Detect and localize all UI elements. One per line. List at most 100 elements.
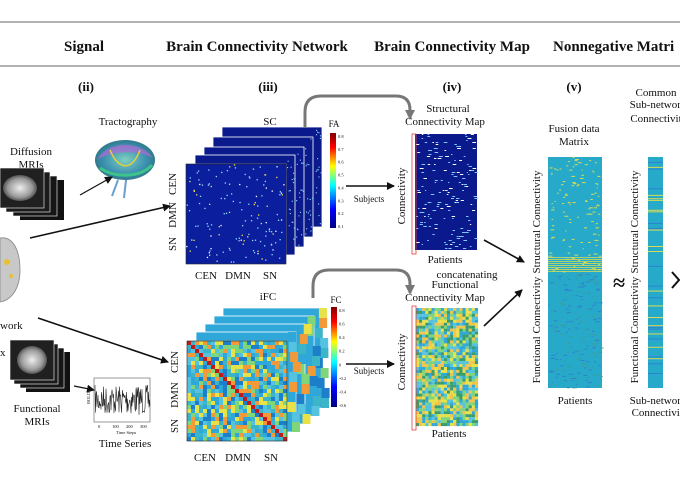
functional-connectivity-map <box>411 305 479 431</box>
structural-map-title-2: Connectivity Map <box>405 116 485 128</box>
sc_panel-colorbar-tick: 0.8 <box>338 134 344 139</box>
step-v: (v) <box>566 79 581 94</box>
arrow-functional-to-fc <box>37 317 169 364</box>
sc_panel-colorbar-tick: 0.4 <box>338 185 344 190</box>
fc_panel-colorbar-tick: -0.4 <box>339 389 347 394</box>
fc_panel-colorbar-tick: -0.6 <box>339 403 347 408</box>
structural-map-highlight <box>411 133 417 255</box>
common-y-label-functional: Functional Connectivity <box>629 276 641 383</box>
sc-col-label-sn: SN <box>263 270 277 282</box>
structural-connectivity-map <box>411 133 479 255</box>
functional-mri-stack <box>9 339 70 392</box>
fusion-y-label-structural: Structural Connectivity <box>531 170 543 273</box>
structural-map-y-label: Connectivity <box>396 167 408 224</box>
fc-matrix-stack <box>186 307 330 442</box>
fusion-data-matrix <box>548 157 604 389</box>
sc_panel-colorbar-tick: 0.1 <box>338 224 344 229</box>
arrow-functional-to-fusion <box>483 289 523 327</box>
ts-xlabel: Time Steps <box>116 430 136 435</box>
sc-colorbar <box>330 133 336 228</box>
functional-label-2: MRIs <box>24 416 49 428</box>
header-map: Brain Connectivity Map <box>374 39 530 55</box>
fc-row-label-dmn: DMN <box>169 382 181 408</box>
sc-row-label-sn: SN <box>167 237 179 251</box>
fc_panel-colorbar-tick: 0.6 <box>339 322 345 327</box>
functional-map-title-2: Connectivity Map <box>405 292 485 304</box>
ts-tick-200: 200 <box>126 424 134 429</box>
time-series-label: Time Series <box>99 438 151 450</box>
arrow-mri-to-tractography <box>79 176 113 196</box>
arrow-mri-to-timeseries <box>73 384 95 393</box>
structural-map-x-label: Patients <box>428 254 463 266</box>
header-network: Brain Connectivity Network <box>166 39 348 55</box>
arrow-to-next-fragment <box>671 271 680 289</box>
concatenating-label: concatenating <box>436 269 498 281</box>
common-bottom-label-2: Connectivity <box>632 407 680 419</box>
common-title-3: Connectivit <box>630 113 680 125</box>
sc_panel-colorbar-tick: 0.3 <box>338 198 344 203</box>
functional-label-1: Functional <box>13 403 60 415</box>
fc-row-label-cen: CEN <box>169 351 181 373</box>
common-y-label-structural: Structural Connectivity <box>629 170 641 273</box>
header-signal: Signal <box>64 39 104 55</box>
structural-map-title-1: Structural <box>426 103 469 115</box>
curve-arrow-sc-to-map <box>303 94 415 128</box>
sc-row-label-dmn: DMN <box>167 202 179 228</box>
fc-row-label-sn: SN <box>169 419 181 433</box>
sc-col-label-dmn: DMN <box>225 270 251 282</box>
arrow-diffusion-to-sc <box>29 203 171 239</box>
ts-tick-300: 300 <box>140 424 148 429</box>
sc-col-label-cen: CEN <box>195 270 217 282</box>
fc-col-label-sn: SN <box>264 452 278 464</box>
step-ii: (ii) <box>78 79 94 94</box>
common-subnetwork-matrix <box>648 157 663 388</box>
diffusion-label-1: Diffusion <box>10 146 52 158</box>
fc_panel-colorbar-tick: 0.8 <box>339 308 345 313</box>
ts-ylabel: BOLD <box>86 391 91 404</box>
fc-col-label-cen: CEN <box>194 452 216 464</box>
common-title-1: Common <box>636 87 677 99</box>
subjects-top-label: Subjects <box>354 194 385 204</box>
x-fragment-label: x <box>0 347 6 359</box>
step-iii: (iii) <box>258 79 278 94</box>
functional-map-title-1: Functional <box>431 279 478 291</box>
fusion-title-2: Matrix <box>559 136 589 148</box>
sc_panel-colorbar-tick: 0.5 <box>338 173 344 178</box>
fc-col-label-dmn: DMN <box>225 452 251 464</box>
fusion-title-1: Fusion data <box>548 123 599 135</box>
sc-title: SC <box>263 116 276 128</box>
fusion-y-label-functional: Functional Connectivity <box>531 276 543 383</box>
sc_panel-colorbar-tick: 0.2 <box>338 211 344 216</box>
fc-colorbar-label: FC <box>330 295 341 305</box>
fusion-x-label: Patients <box>558 395 593 407</box>
functional-map-x-label: Patients <box>432 428 467 440</box>
sc-matrix-stack <box>185 126 323 265</box>
ts-tick-0: 0 <box>98 424 101 429</box>
common-title-2: Sub-network <box>630 99 680 111</box>
anatomical-brain-fragment <box>0 237 21 303</box>
fc_panel-colorbar-tick: 0.4 <box>339 335 345 340</box>
fc-title: iFC <box>260 291 277 303</box>
tractography-image <box>95 140 155 199</box>
functional-map-y-label: Connectivity <box>396 333 408 390</box>
fc_panel-colorbar-tick: 0.2 <box>339 349 345 354</box>
fc-colorbar <box>331 307 337 407</box>
step-iv: (iv) <box>443 79 462 94</box>
sc-colorbar-label: FA <box>329 119 340 129</box>
time-series-plot: 0 100 200 300 Time Steps BOLD <box>86 377 151 435</box>
fc_panel-colorbar-tick: -0.2 <box>339 376 346 381</box>
sc_panel-colorbar-tick: 0.7 <box>338 147 344 152</box>
header-nmf: Nonnegative Matri <box>553 39 674 55</box>
sc_panel-colorbar-tick: 0.6 <box>338 160 344 165</box>
subjects-bottom-label: Subjects <box>354 366 385 376</box>
ts-tick-100: 100 <box>112 424 120 429</box>
functional-map-highlight <box>411 305 417 431</box>
network-fragment-label: work <box>0 320 23 332</box>
approx-symbol: ≈ <box>613 270 625 295</box>
common-bottom-label-1: Sub-network <box>630 395 680 407</box>
curve-arrow-fc-to-map <box>311 268 415 298</box>
sc-row-label-cen: CEN <box>167 173 179 195</box>
diffusion-mri-stack <box>0 167 64 220</box>
